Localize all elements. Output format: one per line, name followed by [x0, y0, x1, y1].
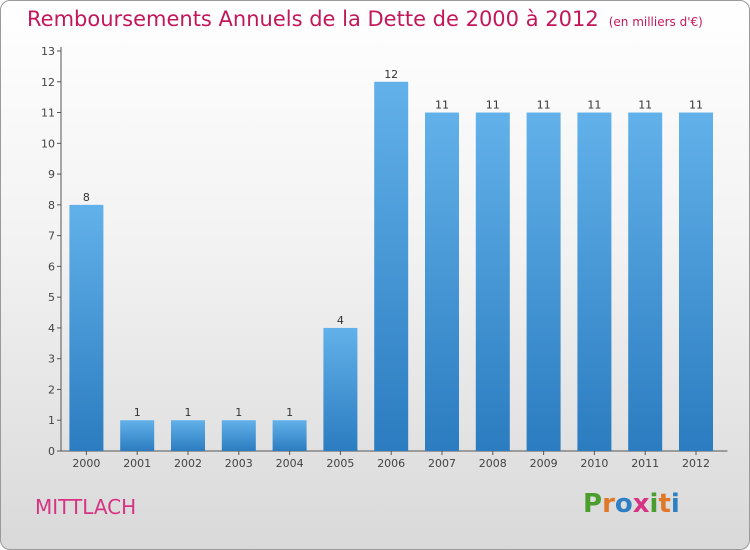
- bar-2010: [577, 112, 612, 452]
- x-tick-label-2003: 2003: [225, 457, 253, 470]
- bar-2007: [425, 112, 459, 452]
- y-tick-label: 9: [48, 168, 55, 181]
- x-tick-label-2001: 2001: [123, 457, 151, 470]
- data-label-2007: 11: [435, 99, 449, 112]
- y-tick-label: 13: [41, 45, 55, 58]
- x-tick-label-2008: 2008: [479, 457, 507, 470]
- data-label-2011: 11: [638, 99, 652, 112]
- x-tick-label-2000: 2000: [72, 457, 100, 470]
- data-label-2005: 4: [337, 314, 344, 327]
- x-tick-label-2009: 2009: [530, 457, 558, 470]
- y-tick-label: 4: [48, 322, 55, 335]
- data-label-2010: 11: [587, 99, 601, 112]
- logo-letter: i: [670, 489, 680, 519]
- bar-2003: [221, 420, 256, 451]
- x-tick-label-2011: 2011: [631, 457, 659, 470]
- data-label-2009: 11: [537, 99, 551, 112]
- data-label-2002: 1: [185, 406, 192, 419]
- y-tick-label: 3: [48, 353, 55, 366]
- y-tick-label: 6: [48, 260, 55, 273]
- chart-title-text: Remboursements Annuels de la Dette de 20…: [27, 7, 599, 31]
- x-tick-label-2005: 2005: [326, 457, 354, 470]
- y-tick-label: 12: [41, 76, 55, 89]
- bar-2012: [679, 112, 713, 452]
- y-tick-label: 1: [48, 414, 55, 427]
- logo-letter: o: [614, 489, 633, 519]
- x-tick-label-2007: 2007: [428, 457, 456, 470]
- data-label-2003: 1: [235, 406, 242, 419]
- data-label-2006: 12: [384, 68, 398, 81]
- bar-2005: [323, 327, 358, 451]
- y-tick-label: 10: [41, 137, 55, 150]
- x-tick-label-2006: 2006: [377, 457, 405, 470]
- bar-2006: [374, 81, 409, 452]
- bar-2009: [526, 112, 561, 452]
- y-tick-label: 8: [48, 199, 55, 212]
- y-tick-label: 2: [48, 383, 55, 396]
- bar-2004: [272, 420, 307, 451]
- commune-name: MITTLACH: [35, 495, 137, 519]
- data-label-2004: 1: [286, 406, 293, 419]
- chart-title: Remboursements Annuels de la Dette de 20…: [27, 7, 703, 31]
- bar-2008: [475, 112, 510, 452]
- x-tick-label-2010: 2010: [580, 457, 608, 470]
- y-tick-label: 7: [48, 230, 55, 243]
- logo-letter: r: [602, 489, 615, 519]
- bar-2002: [171, 420, 205, 451]
- bar-2001: [120, 420, 155, 451]
- y-tick-label: 11: [41, 107, 55, 120]
- y-tick-label: 0: [48, 445, 55, 458]
- data-label-2012: 11: [689, 99, 703, 112]
- logo-letter: P: [583, 489, 603, 519]
- data-label-2008: 11: [486, 99, 500, 112]
- chart-unit: (en milliers d'€): [608, 15, 703, 29]
- proxiti-logo: Proxiti: [583, 489, 680, 519]
- bar-2000: [69, 204, 104, 451]
- x-tick-label-2002: 2002: [174, 457, 202, 470]
- data-label-2000: 8: [83, 191, 90, 204]
- y-tick-label: 5: [48, 291, 55, 304]
- x-tick-label-2004: 2004: [276, 457, 304, 470]
- data-label-2001: 1: [134, 406, 141, 419]
- logo-letter: t: [658, 489, 671, 519]
- logo-letter: x: [632, 489, 650, 519]
- logo-letter: i: [649, 489, 659, 519]
- bar-2011: [628, 112, 663, 452]
- x-tick-label-2012: 2012: [682, 457, 710, 470]
